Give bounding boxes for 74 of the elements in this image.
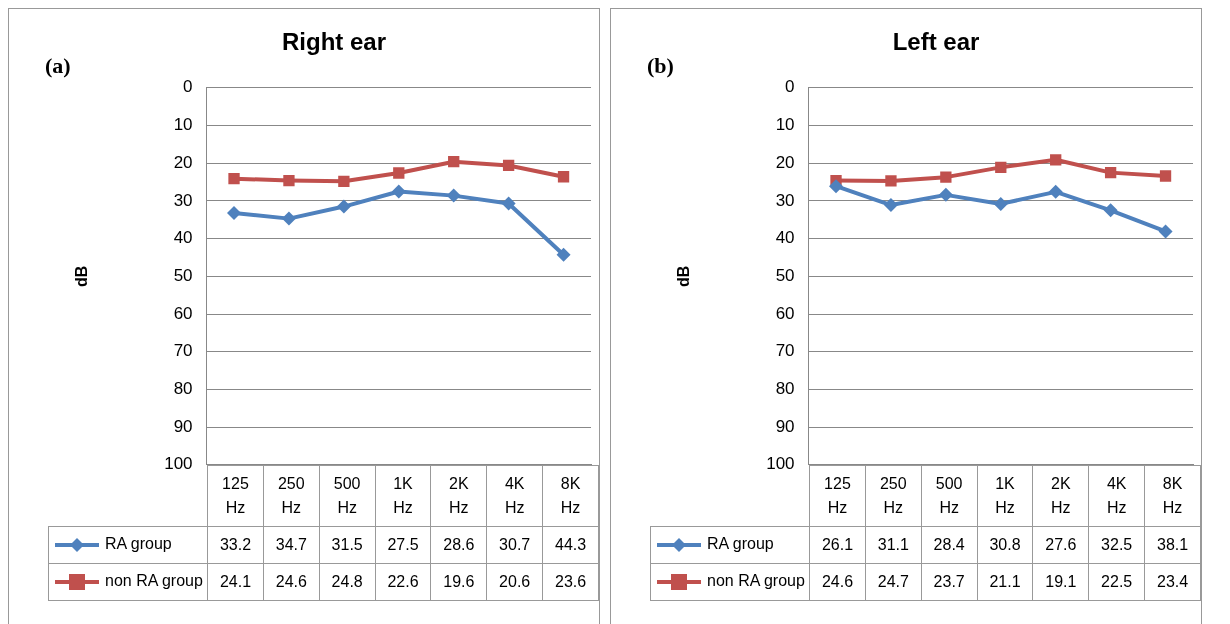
chart-title: Right ear: [281, 28, 387, 56]
data-label: 28.4: [921, 526, 978, 564]
text: (a): [45, 53, 71, 79]
x-tick-label: 1K Hz: [977, 465, 1033, 527]
y-axis-title: dB: [675, 265, 693, 287]
data-label: 24.7: [865, 563, 922, 601]
x-tick-label: 250 Hz: [263, 465, 320, 527]
y-tick-label: 60: [775, 303, 795, 323]
data-label: 19.1: [1032, 563, 1089, 601]
x-tick-label: 500 Hz: [319, 465, 376, 527]
y-tick-label: 10: [775, 115, 795, 135]
x-tick-label: 2K Hz: [430, 465, 487, 527]
y-tick-label: 20: [173, 152, 193, 172]
data-label: 30.8: [977, 526, 1033, 564]
y-tick-label: 20: [775, 152, 795, 172]
data-label: 44.3: [542, 526, 599, 564]
x-tick-label: 8K Hz: [542, 465, 599, 527]
y-tick-label: 70: [775, 341, 795, 361]
data-label: 34.7: [263, 526, 320, 564]
y-tick-label: 0: [785, 77, 795, 97]
data-label: 38.1: [1144, 526, 1201, 564]
y-tick-label: 80: [775, 379, 795, 399]
data-label: 33.2: [207, 526, 264, 564]
x-tick-label: 125 Hz: [207, 465, 264, 527]
data-label: 24.1: [207, 563, 264, 601]
y-tick-label: 0: [183, 77, 193, 97]
y-tick-label: 30: [775, 190, 795, 210]
data-label: 30.7: [486, 526, 543, 564]
data-label: 32.5: [1088, 526, 1145, 564]
data-label: 20.6: [486, 563, 543, 601]
legend-label: RA group: [650, 526, 810, 564]
text: (b): [647, 53, 674, 79]
data-label: 26.1: [809, 526, 866, 564]
y-tick-label: 70: [173, 341, 193, 361]
x-tick-label: 500 Hz: [921, 465, 978, 527]
data-label: 23.7: [921, 563, 978, 601]
x-tick-label: 125 Hz: [809, 465, 866, 527]
data-label: 24.8: [319, 563, 376, 601]
y-tick-label: 100: [766, 454, 795, 474]
y-tick-label: 50: [775, 265, 795, 285]
x-tick-label: 8K Hz: [1144, 465, 1201, 527]
y-axis-title: dB: [73, 265, 91, 287]
y-tick-label: 50: [173, 265, 193, 285]
y-tick-label: 40: [173, 228, 193, 248]
data-label: 27.6: [1032, 526, 1089, 564]
data-label: 24.6: [809, 563, 866, 601]
y-tick-label: 40: [775, 228, 795, 248]
y-tick-label: 80: [173, 379, 193, 399]
y-tick-label: 60: [173, 303, 193, 323]
data-label: 28.6: [430, 526, 487, 564]
data-label: 22.5: [1088, 563, 1145, 601]
y-tick-label: 30: [173, 190, 193, 210]
y-tick-label: 10: [173, 115, 193, 135]
y-tick-label: 90: [173, 416, 193, 436]
data-label: 21.1: [977, 563, 1033, 601]
y-tick-label: 90: [775, 416, 795, 436]
legend-label: non RA group: [48, 563, 208, 601]
y-tick-label: 100: [164, 454, 193, 474]
data-label: 27.5: [375, 526, 431, 564]
chart-title: Left ear: [892, 28, 980, 56]
data-label: 31.5: [319, 526, 376, 564]
x-tick-label: 4K Hz: [1088, 465, 1145, 527]
data-label: 23.6: [542, 563, 599, 601]
x-tick-label: 1K Hz: [375, 465, 431, 527]
data-label: 24.6: [263, 563, 320, 601]
legend-label: non RA group: [650, 563, 810, 601]
legend-label: RA group: [48, 526, 208, 564]
data-label: 19.6: [430, 563, 487, 601]
x-tick-label: 250 Hz: [865, 465, 922, 527]
data-label: 22.6: [375, 563, 431, 601]
data-label: 31.1: [865, 526, 922, 564]
data-label: 23.4: [1144, 563, 1201, 601]
x-tick-label: 2K Hz: [1032, 465, 1089, 527]
x-tick-label: 4K Hz: [486, 465, 543, 527]
